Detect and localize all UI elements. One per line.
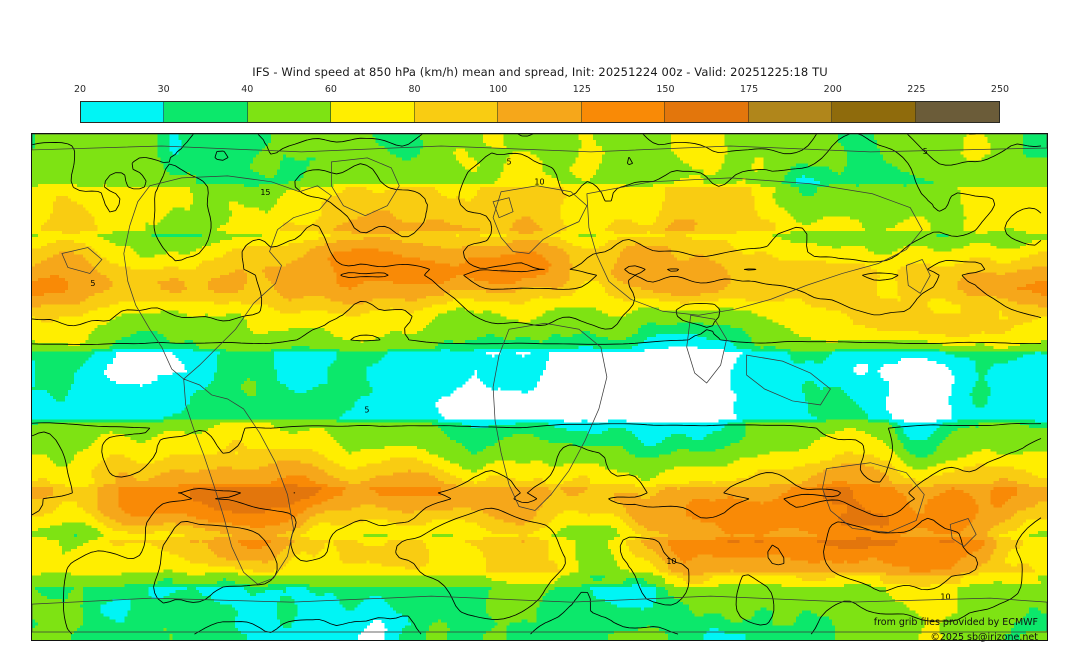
weather-map-page: IFS - Wind speed at 850 hPa (km/h) mean … (0, 0, 1080, 658)
colorbar-segment-125-150 (582, 102, 665, 122)
colorbar-tick-250: 250 (991, 84, 1009, 95)
colorbar-segment-60-80 (331, 102, 414, 122)
colorbar-segment-150-175 (665, 102, 748, 122)
contour-label-5: 5 (923, 147, 928, 156)
colorbar-tick-20: 20 (74, 84, 86, 95)
colorbar-tick-200: 200 (824, 84, 842, 95)
colorbar-segment-225-250 (916, 102, 999, 122)
contour-label-5: 5 (364, 405, 369, 414)
colorbar-tick-labels: 20 30 40 60 80 100 125 150 175 200 225 250 (80, 84, 1000, 98)
colorbar-segment-40-60 (248, 102, 331, 122)
colorbar-segment-100-125 (498, 102, 581, 122)
map-frame[interactable]: 5 10 15 10 5 10 5 5 (31, 133, 1048, 641)
colorbar-segment-30-40 (164, 102, 247, 122)
contour-label-10: 10 (534, 178, 544, 187)
copyright-credit: ©2025 sb@irizone.net (930, 632, 1038, 643)
colorbar-segment-200-225 (832, 102, 915, 122)
colorbar: 20 30 40 60 80 100 125 150 175 200 225 250 (80, 101, 1000, 123)
colorbar-tick-125: 125 (573, 84, 591, 95)
map-canvas: 5 10 15 10 5 10 5 5 (32, 134, 1047, 640)
contour-label-10: 10 (666, 557, 676, 566)
page-title: IFS - Wind speed at 850 hPa (km/h) mean … (0, 65, 1080, 79)
colorbar-tick-175: 175 (740, 84, 758, 95)
contour-label-10: 10 (940, 593, 950, 602)
data-source-credit: from grib files provided by ECMWF (874, 617, 1038, 628)
colorbar-gradient (80, 101, 1000, 123)
contour-label-5: 5 (507, 157, 512, 166)
colorbar-tick-225: 225 (907, 84, 925, 95)
colorbar-tick-40: 40 (241, 84, 253, 95)
colorbar-segment-80-100 (415, 102, 498, 122)
colorbar-tick-100: 100 (489, 84, 507, 95)
colorbar-segment-175-200 (749, 102, 832, 122)
colorbar-tick-30: 30 (158, 84, 170, 95)
wind-speed-field: 5 10 15 10 5 10 5 5 (32, 134, 1047, 640)
colorbar-tick-80: 80 (408, 84, 420, 95)
contour-label-15: 15 (260, 188, 270, 197)
colorbar-tick-60: 60 (325, 84, 337, 95)
contour-label-5: 5 (90, 279, 95, 288)
colorbar-segment-20-30 (81, 102, 164, 122)
colorbar-tick-150: 150 (656, 84, 674, 95)
